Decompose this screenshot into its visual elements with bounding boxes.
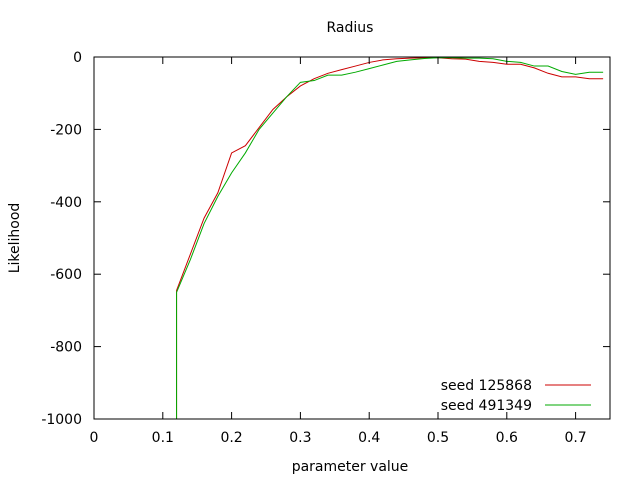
x-tick-label: 0.7: [564, 430, 586, 446]
y-axis-label: Likelihood: [7, 203, 23, 274]
y-tick-label: 0: [73, 50, 82, 66]
legend: seed 125868 seed 491349: [441, 378, 591, 414]
ticks-layer: 0 0.1 0.2 0.3 0.4 0.5 0.6 0.7 -1000 -800 -600 -400 -…: [41, 50, 610, 446]
x-tick-label: 0.4: [358, 430, 380, 446]
x-tick-label: 0.2: [220, 430, 242, 446]
x-tick-label: 0.1: [152, 430, 174, 446]
plot-frame: [93, 56, 611, 420]
x-tick-label: 0.6: [496, 430, 518, 446]
y-tick-label: -200: [50, 122, 82, 138]
x-tick-label: 0.5: [427, 430, 449, 446]
x-axis-label: parameter value: [292, 459, 409, 475]
y-tick-label: -1000: [41, 412, 82, 428]
y-tick-label: -800: [50, 340, 82, 356]
legend-label-1: seed 125868: [441, 378, 532, 394]
series-line-2: [176, 57, 604, 419]
x-tick-label: 0: [90, 430, 99, 446]
y-tick-label: -400: [50, 195, 82, 211]
legend-label-2: seed 491349: [441, 398, 532, 414]
y-tick-label: -600: [50, 267, 82, 283]
series-line-1: [176, 57, 604, 419]
chart-title: Radius: [327, 20, 374, 36]
x-tick-label: 0.3: [289, 430, 311, 446]
series-layer: [176, 57, 604, 419]
